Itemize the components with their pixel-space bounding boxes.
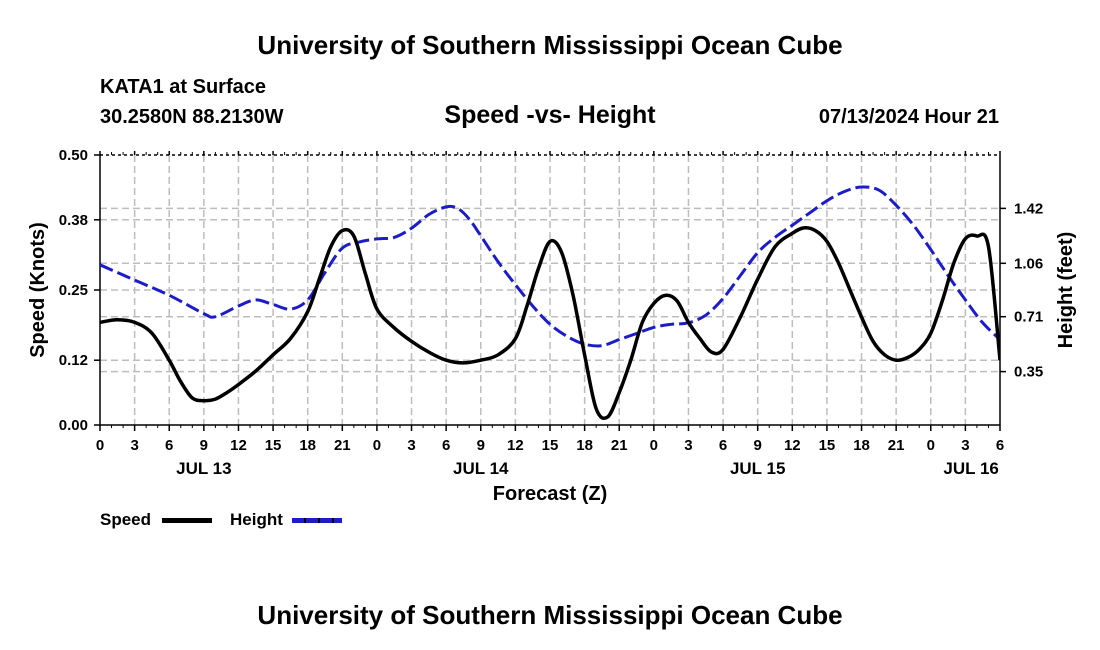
- x-tick-label: 21: [611, 437, 628, 454]
- x-tick-label: 18: [576, 437, 593, 454]
- date-label: JUL 16: [943, 459, 998, 478]
- x-tick-label: 6: [996, 437, 1004, 454]
- date-label: JUL 13: [176, 459, 231, 478]
- tick-labels: 0 3 6 9 12 15 18 21 0 3 6 9 12 15 18 21 0 3 6 9 12 15 18 21 0 3 6 0…: [59, 147, 1043, 478]
- station-name: KATA1 at Surface: [100, 76, 266, 98]
- y-tick-label: 0.25: [59, 282, 88, 299]
- y2-tick-label: 0.35: [1014, 364, 1043, 381]
- legend-height-swatch: [292, 518, 342, 523]
- forecast-datetime: 07/13/2024 Hour 21: [818, 106, 999, 128]
- x-tick-label: 9: [200, 437, 208, 454]
- x-axis-title: Forecast (Z): [493, 483, 607, 505]
- x-tick-label: 0: [96, 437, 104, 454]
- series-speed-line: [100, 226, 1000, 420]
- x-tick-label: 9: [754, 437, 762, 454]
- y-tick-label: 0.00: [59, 417, 88, 434]
- x-tick-label: 0: [650, 437, 658, 454]
- x-tick-label: 3: [684, 437, 692, 454]
- x-tick-label: 21: [334, 437, 351, 454]
- x-tick-label: 15: [819, 437, 836, 454]
- x-tick-label: 21: [888, 437, 905, 454]
- x-tick-label: 0: [373, 437, 381, 454]
- axes: [94, 151, 1006, 431]
- station-coordinates: 30.2580N 88.2130W: [100, 106, 284, 128]
- y2-tick-label: 1.42: [1014, 200, 1043, 217]
- x-tick-label: 6: [719, 437, 727, 454]
- date-label: JUL 15: [730, 459, 785, 478]
- x-tick-label: 0: [927, 437, 935, 454]
- legend-height-label: Height: [230, 510, 283, 529]
- legend-speed-label: Speed: [100, 510, 152, 529]
- y2-tick-label: 0.71: [1014, 309, 1043, 326]
- chart-title: Speed -vs- Height: [444, 101, 656, 129]
- y-tick-label: 0.50: [59, 147, 88, 164]
- page-title: University of Southern Mississippi Ocean…: [257, 30, 843, 60]
- x-tick-label: 3: [407, 437, 415, 454]
- x-tick-label: 3: [961, 437, 969, 454]
- x-tick-label: 18: [853, 437, 870, 454]
- series-lines: [100, 185, 1000, 420]
- y-tick-label: 0.38: [59, 212, 88, 229]
- x-tick-label: 12: [784, 437, 801, 454]
- y-axis-title: Speed (Knots): [27, 222, 49, 358]
- x-tick-label: 6: [442, 437, 450, 454]
- x-tick-label: 15: [265, 437, 282, 454]
- x-tick-label: 12: [507, 437, 524, 454]
- grid-lines: [100, 155, 1000, 425]
- y2-tick-label: 1.06: [1014, 255, 1043, 272]
- footer-title: University of Southern Mississippi Ocean…: [257, 600, 843, 630]
- y2-axis-title: Height (feet): [1055, 232, 1077, 349]
- date-label: JUL 14: [453, 459, 509, 478]
- series-height-line: [100, 185, 1000, 348]
- x-tick-label: 15: [542, 437, 559, 454]
- x-tick-label: 9: [477, 437, 485, 454]
- axis-labels: Forecast (Z) Speed (Knots) Height (feet): [27, 222, 1077, 505]
- x-tick-label: 12: [230, 437, 247, 454]
- legend-speed-swatch: [162, 518, 212, 523]
- y-tick-label: 0.12: [59, 352, 88, 369]
- x-tick-label: 3: [130, 437, 138, 454]
- x-tick-label: 18: [299, 437, 316, 454]
- x-tick-label: 6: [165, 437, 173, 454]
